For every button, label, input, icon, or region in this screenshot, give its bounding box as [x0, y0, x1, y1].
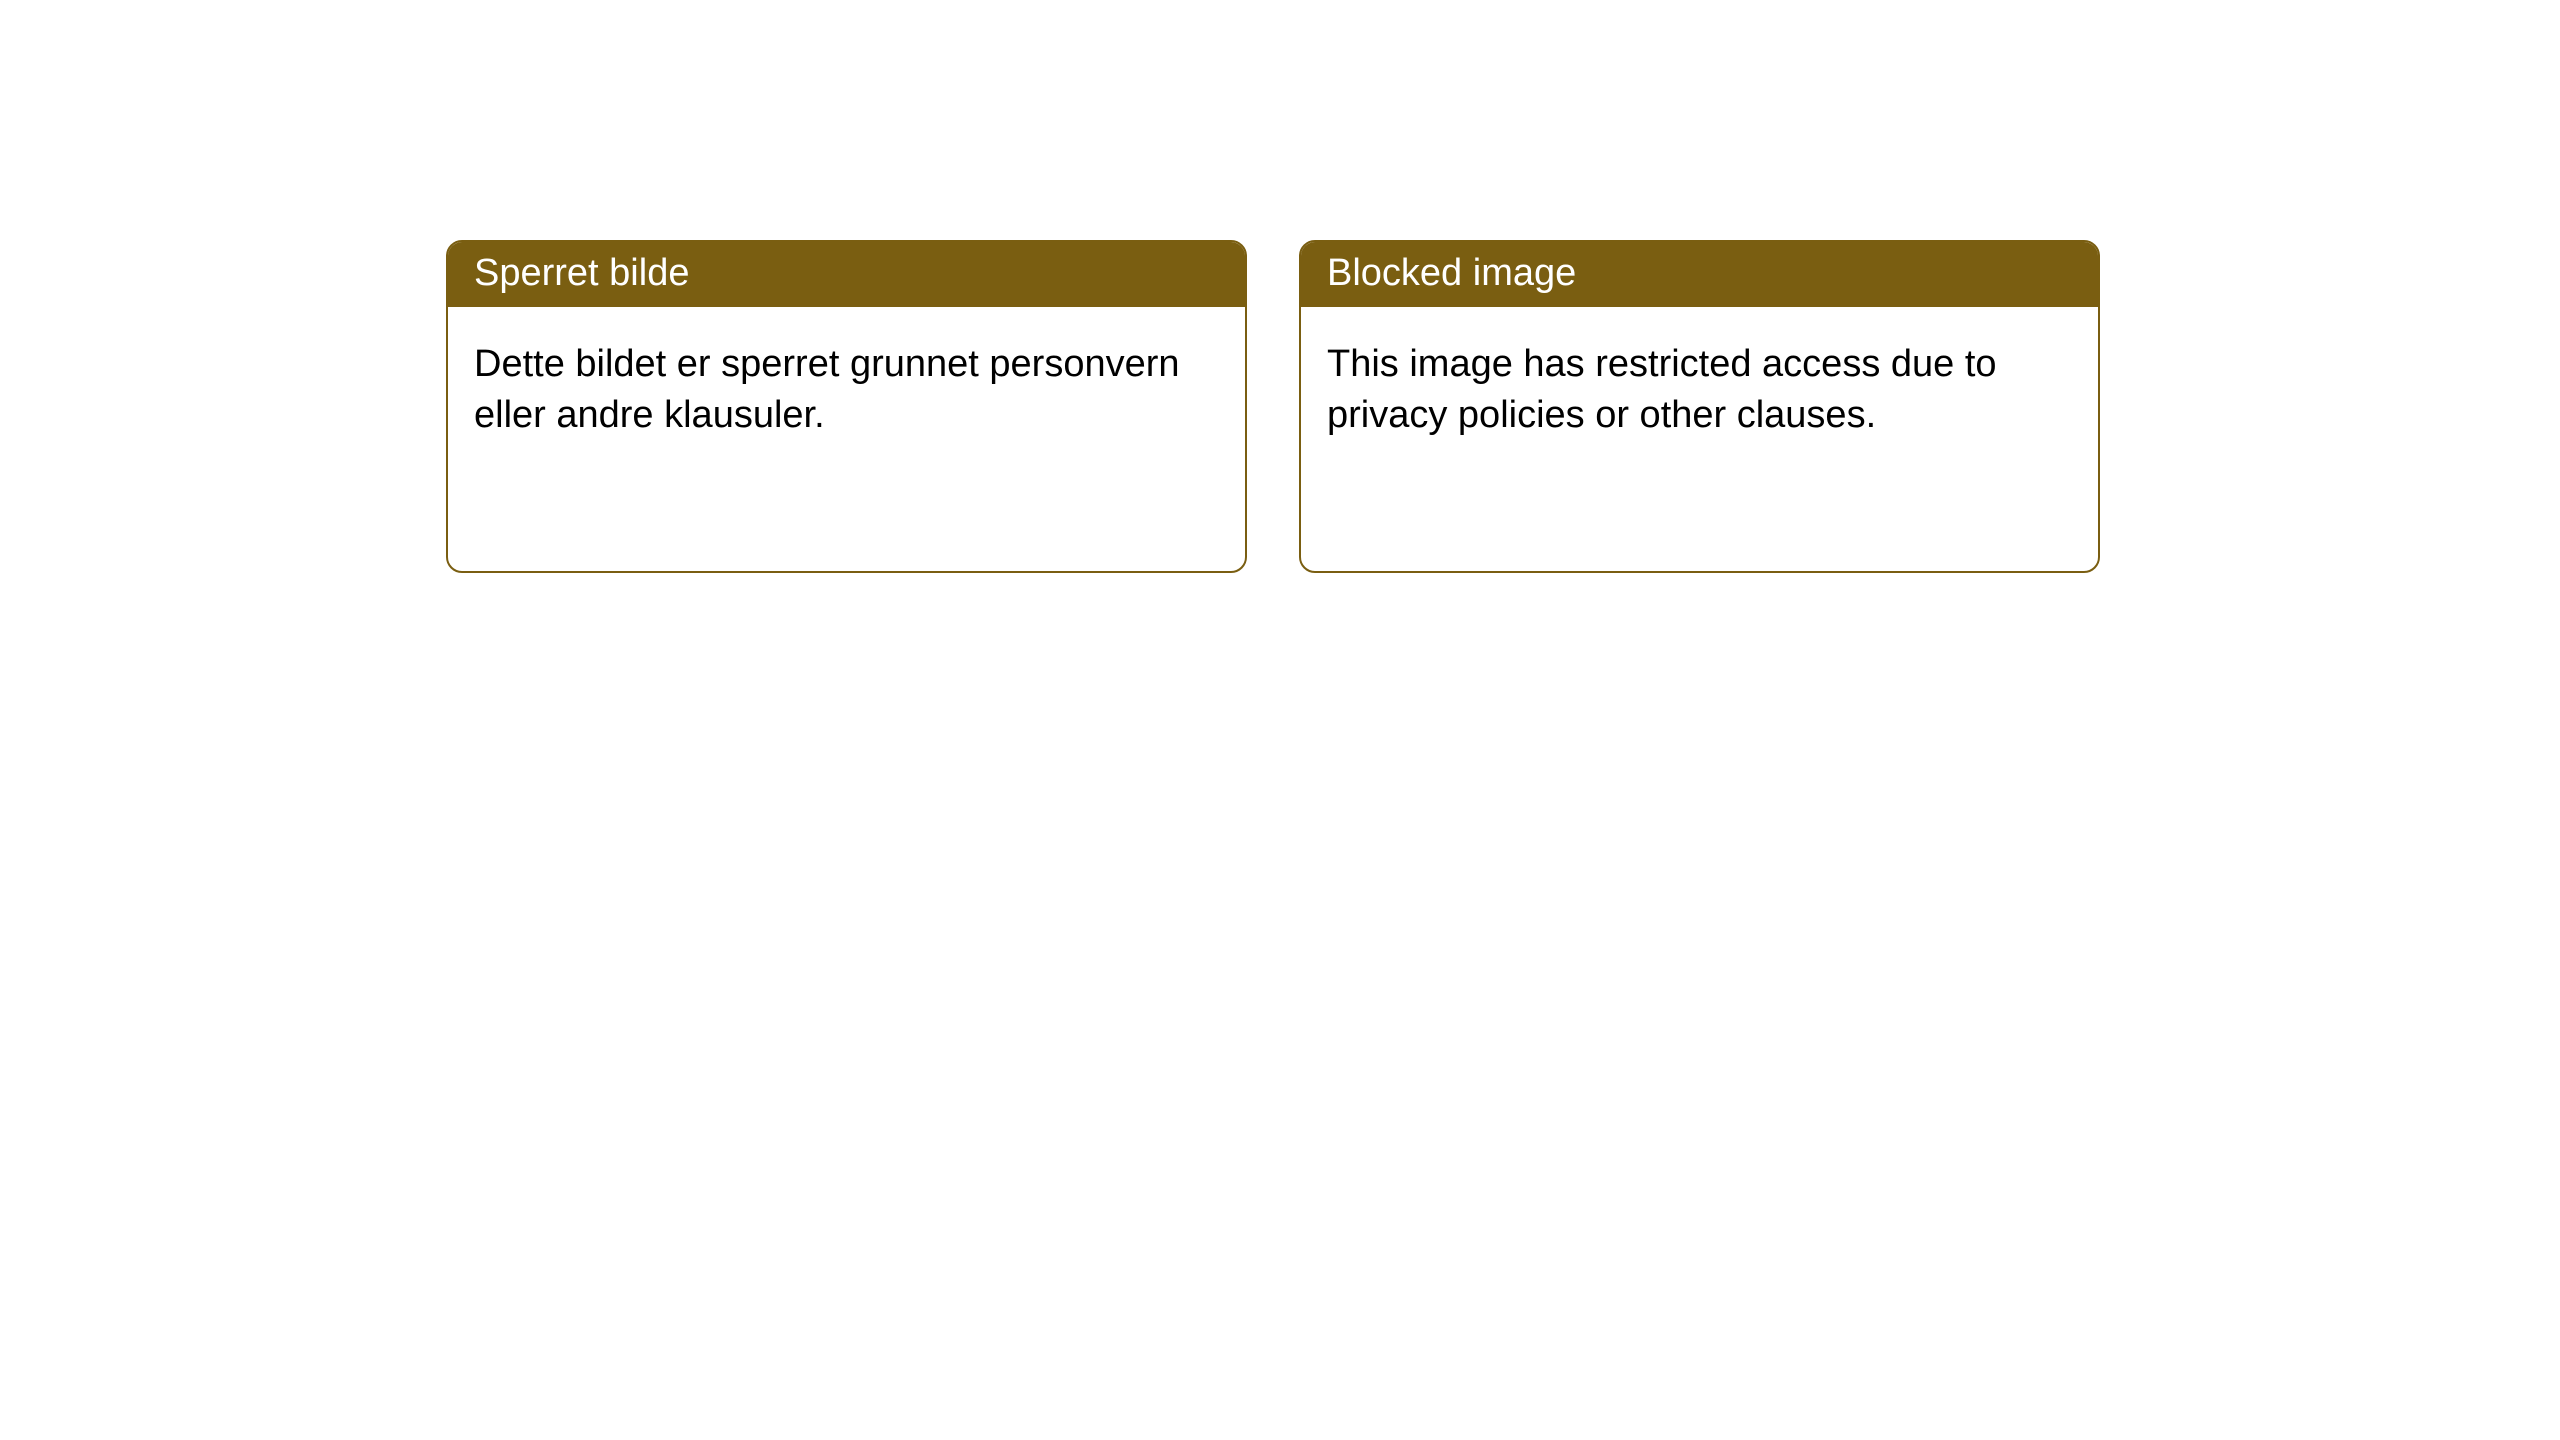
notice-card-en: Blocked image This image has restricted …	[1299, 240, 2100, 573]
notice-card-no: Sperret bilde Dette bildet er sperret gr…	[446, 240, 1247, 573]
notice-body-no: Dette bildet er sperret grunnet personve…	[448, 307, 1245, 474]
notice-header-en: Blocked image	[1301, 242, 2098, 307]
notice-body-en: This image has restricted access due to …	[1301, 307, 2098, 474]
notice-header-no: Sperret bilde	[448, 242, 1245, 307]
notice-container: Sperret bilde Dette bildet er sperret gr…	[0, 0, 2560, 573]
